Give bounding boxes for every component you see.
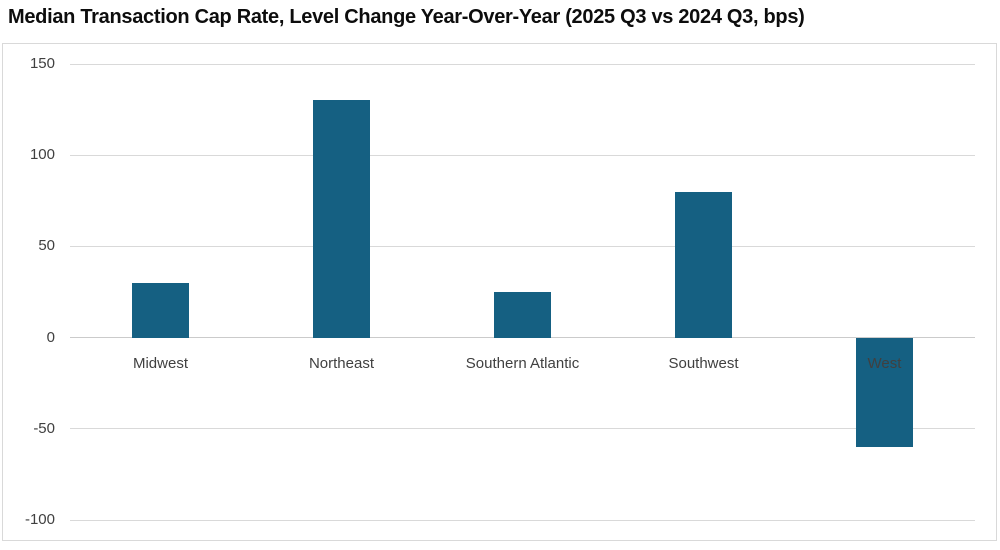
gridline bbox=[70, 428, 975, 430]
category-label-west: West bbox=[867, 355, 902, 372]
y-axis-tick-label: 100 bbox=[29, 146, 55, 164]
category-label-southwest: Southwest bbox=[668, 355, 739, 372]
y-axis-tick-label: -50 bbox=[33, 419, 55, 437]
gridline bbox=[70, 245, 975, 247]
category-label-midwest: Midwest bbox=[132, 355, 188, 372]
bar-southern-atlantic bbox=[494, 292, 551, 338]
bar-southwest bbox=[675, 191, 732, 338]
category-label-southern-atlantic: Southern Atlantic bbox=[465, 355, 580, 372]
chart-title: Median Transaction Cap Rate, Level Chang… bbox=[8, 6, 805, 28]
x-axis-zero-line bbox=[70, 337, 975, 339]
gridline bbox=[70, 519, 975, 521]
y-axis-tick-label: 0 bbox=[46, 328, 55, 346]
category-label-northeast: Northeast bbox=[308, 355, 375, 372]
bar-west bbox=[856, 337, 913, 448]
bar-northeast bbox=[313, 100, 370, 338]
y-axis-tick-label: 150 bbox=[29, 55, 55, 72]
gridline bbox=[70, 154, 975, 156]
chart-plot-frame: 150 100 50 0 -50 -100 Midwest Northeast Southern… bbox=[2, 43, 997, 541]
y-axis-tick-label: 50 bbox=[38, 237, 55, 255]
gridline bbox=[70, 63, 975, 65]
y-axis-tick-label: -100 bbox=[24, 511, 55, 528]
bar-midwest bbox=[132, 282, 189, 338]
